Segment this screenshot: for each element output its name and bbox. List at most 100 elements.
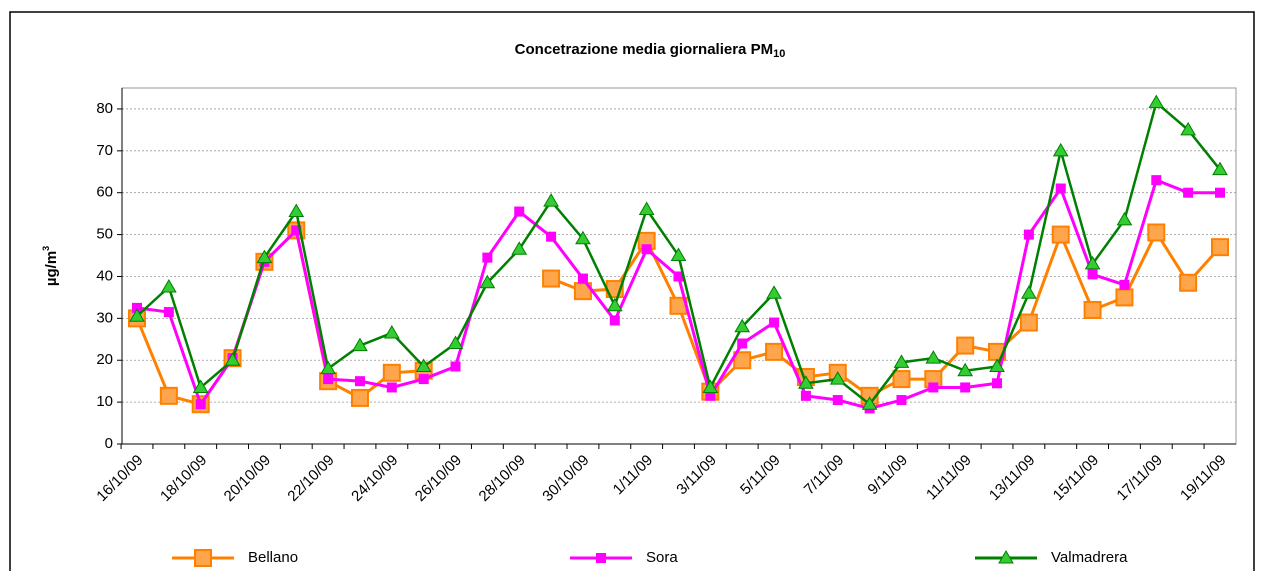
marker bbox=[737, 338, 748, 349]
marker bbox=[641, 244, 652, 255]
marker bbox=[542, 269, 561, 288]
marker bbox=[577, 273, 588, 284]
marker bbox=[415, 358, 432, 373]
title-main: Concetrazione media giornaliera PM bbox=[515, 41, 773, 58]
marker bbox=[194, 549, 212, 567]
marker bbox=[798, 375, 814, 389]
marker bbox=[354, 376, 365, 387]
marker bbox=[596, 553, 606, 563]
marker bbox=[1147, 223, 1166, 242]
marker bbox=[1179, 273, 1198, 292]
marker bbox=[606, 297, 623, 312]
marker bbox=[386, 382, 397, 393]
marker bbox=[514, 206, 525, 217]
marker bbox=[998, 550, 1014, 564]
marker bbox=[733, 351, 752, 370]
marker bbox=[291, 225, 302, 236]
marker bbox=[1115, 288, 1134, 307]
y-tick-label: 20 bbox=[96, 351, 113, 368]
marker bbox=[546, 231, 557, 242]
marker bbox=[1023, 229, 1034, 240]
marker bbox=[1052, 142, 1069, 157]
marker bbox=[1019, 313, 1038, 332]
marker bbox=[734, 318, 751, 333]
marker bbox=[1183, 187, 1194, 198]
marker bbox=[893, 354, 910, 368]
legend-label: Bellano bbox=[248, 549, 298, 566]
legend-label: Valmadrera bbox=[1051, 549, 1128, 566]
marker bbox=[511, 241, 528, 255]
y-tick-label: 80 bbox=[96, 100, 113, 117]
marker bbox=[925, 350, 942, 364]
marker bbox=[892, 370, 911, 389]
marker bbox=[1021, 285, 1037, 299]
marker bbox=[956, 336, 975, 355]
chart-title: Concetrazione media giornaliera PM10 bbox=[515, 41, 786, 60]
marker bbox=[769, 317, 780, 328]
marker bbox=[1212, 161, 1228, 176]
marker bbox=[256, 249, 273, 264]
y-tick-label: 70 bbox=[96, 142, 113, 159]
marker bbox=[350, 388, 369, 407]
marker bbox=[450, 361, 461, 372]
y-axis-label: µg/m3 bbox=[41, 246, 60, 286]
marker bbox=[192, 379, 209, 393]
marker bbox=[989, 358, 1005, 373]
marker bbox=[861, 396, 878, 410]
marker bbox=[896, 395, 907, 406]
marker bbox=[1055, 183, 1066, 194]
legend-marker bbox=[194, 549, 212, 567]
marker bbox=[960, 382, 971, 393]
ylabel-main: µg/m bbox=[43, 251, 60, 286]
marker bbox=[447, 335, 464, 349]
marker bbox=[829, 371, 846, 385]
y-tick-label: 40 bbox=[96, 267, 113, 284]
marker bbox=[765, 342, 784, 361]
marker bbox=[418, 374, 429, 385]
marker bbox=[832, 395, 843, 406]
chart-frame bbox=[9, 11, 1255, 576]
title-sub: 10 bbox=[773, 48, 785, 60]
marker bbox=[132, 302, 142, 313]
y-tick-label: 60 bbox=[96, 184, 113, 201]
marker bbox=[957, 362, 974, 377]
y-tick-label: 10 bbox=[96, 393, 113, 410]
marker bbox=[1151, 175, 1162, 186]
marker bbox=[575, 230, 591, 245]
marker bbox=[1180, 121, 1197, 136]
marker bbox=[195, 399, 206, 410]
marker bbox=[1084, 255, 1101, 270]
y-tick-label: 50 bbox=[96, 226, 113, 243]
marker bbox=[383, 325, 400, 339]
marker bbox=[1148, 94, 1165, 109]
marker bbox=[1087, 269, 1098, 280]
marker bbox=[992, 378, 1003, 389]
y-tick-label: 0 bbox=[105, 435, 113, 452]
marker bbox=[320, 360, 336, 375]
marker bbox=[129, 308, 145, 322]
marker bbox=[288, 203, 305, 218]
marker bbox=[928, 382, 939, 393]
y-tick-label: 30 bbox=[96, 309, 113, 326]
marker bbox=[479, 274, 496, 289]
legend-marker bbox=[998, 550, 1014, 564]
legend-label: Sora bbox=[646, 549, 678, 566]
marker bbox=[224, 352, 241, 366]
legend-marker bbox=[596, 553, 606, 563]
marker bbox=[1119, 279, 1130, 290]
ylabel-sup: 3 bbox=[41, 246, 51, 251]
marker bbox=[766, 285, 782, 299]
marker bbox=[163, 307, 174, 318]
marker bbox=[673, 271, 684, 282]
marker bbox=[1051, 225, 1070, 244]
marker bbox=[482, 252, 493, 263]
marker bbox=[800, 390, 811, 401]
marker bbox=[543, 193, 559, 207]
marker bbox=[638, 201, 655, 215]
marker bbox=[1215, 187, 1225, 198]
marker bbox=[1116, 211, 1133, 226]
marker bbox=[1083, 300, 1102, 319]
marker bbox=[702, 379, 719, 393]
marker bbox=[609, 315, 620, 326]
